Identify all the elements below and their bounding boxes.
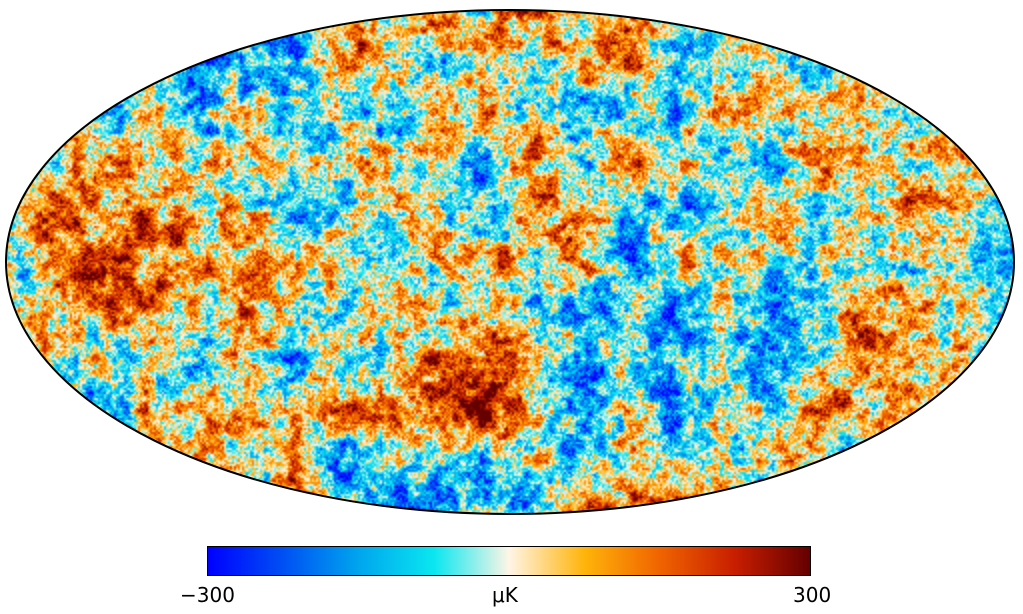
temperature-fluctuation-field bbox=[6, 10, 1014, 514]
colorbar-unit-label: μK bbox=[492, 583, 518, 607]
colorbar-max-label: 300 bbox=[793, 583, 832, 607]
colorbar-min-label: −300 bbox=[180, 583, 235, 607]
cmb-sky-map bbox=[5, 9, 1015, 515]
map-outline bbox=[5, 9, 1015, 515]
colorbar bbox=[207, 546, 811, 576]
